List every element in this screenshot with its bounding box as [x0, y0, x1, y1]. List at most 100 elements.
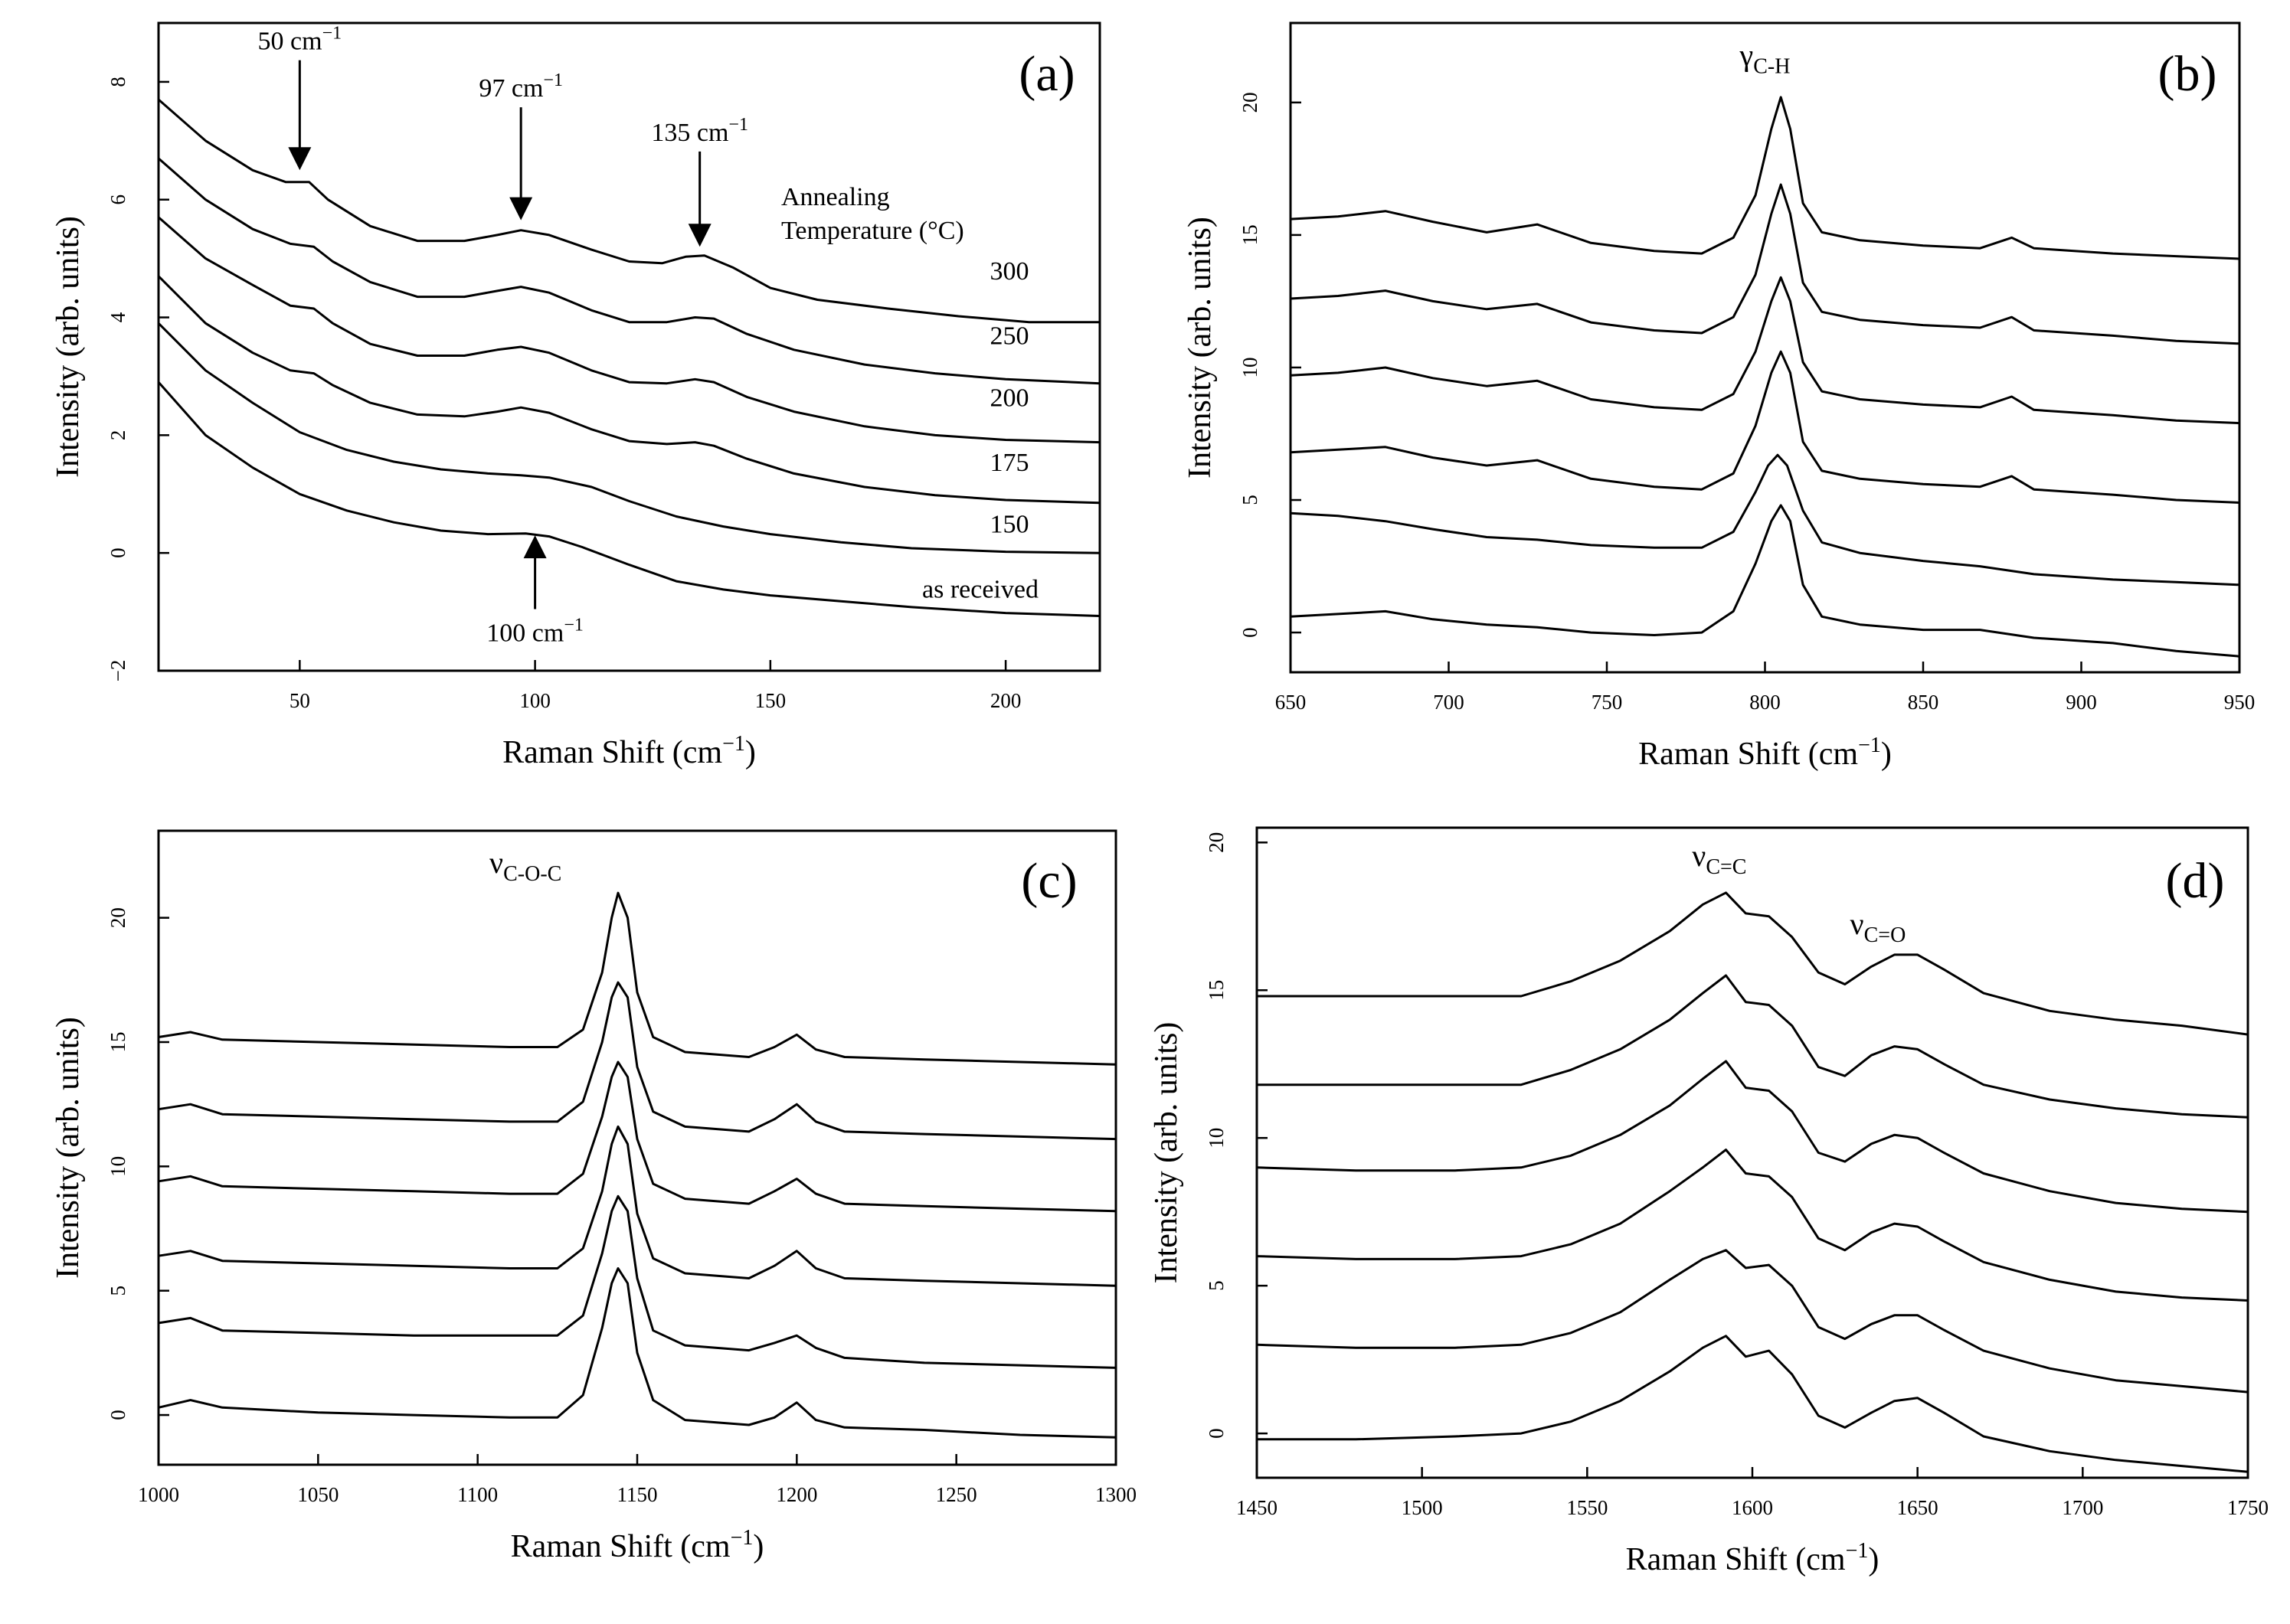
y-tick-label: 5 [1238, 495, 1261, 505]
series-line-2 [158, 981, 1117, 1141]
arrow-head [288, 147, 312, 171]
series-line-4 [1290, 350, 2240, 504]
series-line-3 [1256, 1060, 2249, 1214]
x-tick-label: 1650 [1897, 1496, 1938, 1519]
x-tick-label: 1300 [1095, 1483, 1137, 1506]
y-tick-label: 15 [106, 1032, 129, 1053]
legend-title: Annealing [781, 183, 890, 211]
y-tick-label: 10 [106, 1156, 129, 1177]
series-line-2 [158, 157, 1101, 385]
y-axis-title: Intensity (arb. units) [51, 216, 86, 478]
series-line-5 [1290, 453, 2240, 587]
x-tick-label: 150 [755, 689, 787, 712]
series-line-2 [1290, 183, 2240, 345]
series-line-6 [1257, 1335, 2249, 1473]
series-line-5 [157, 322, 1101, 554]
y-tick-label: 8 [106, 77, 129, 87]
series-line-1 [158, 98, 1100, 324]
series-line-6 [158, 1267, 1117, 1439]
x-tick-label: 1600 [1732, 1496, 1773, 1519]
y-axis-title: Intensity (arb. units) [1183, 217, 1218, 479]
x-tick-label: 750 [1592, 691, 1623, 714]
arrow-head [688, 224, 712, 247]
panel-b: 650 700 750 800 850 900 950 0 5 10 15 20 Raman Shift… [1183, 21, 2255, 772]
peak-annotation: 50 cm−1 [258, 24, 342, 171]
x-tick-label: 1100 [457, 1483, 498, 1506]
series-label: 200 [990, 384, 1029, 412]
peak-annotation: 135 cm−1 [651, 115, 748, 247]
series-label: as received [922, 575, 1039, 603]
peak-label: νC=C [1692, 838, 1746, 879]
series-label: 150 [990, 511, 1029, 539]
peak-label: νC-O-C [489, 845, 561, 886]
series-line-1 [158, 891, 1117, 1066]
panel-label: (c) [1021, 853, 1077, 909]
series-line-4 [1256, 1149, 2249, 1302]
x-tick-label: 1450 [1236, 1496, 1277, 1519]
x-axis-title: Raman Shift (cm−1) [511, 1526, 764, 1564]
plot-frame [157, 829, 1117, 1466]
y-tick-label: 5 [1205, 1280, 1228, 1291]
y-tick-label: 10 [1205, 1128, 1228, 1149]
y-axis-title: Intensity (arb. units) [51, 1017, 86, 1279]
y-tick-label: 0 [106, 547, 129, 558]
x-tick-label: 1700 [2062, 1496, 2103, 1519]
y-tick-label: 0 [1205, 1428, 1228, 1439]
series-line-5 [158, 1194, 1117, 1369]
x-tick-label: 900 [2066, 691, 2097, 714]
series-line-3 [158, 1060, 1117, 1213]
plot-frame [1255, 826, 2249, 1479]
series-line-3 [1290, 276, 2240, 425]
series-line-1 [1290, 96, 2240, 260]
peak-label: γC-H [1739, 38, 1791, 78]
series-line-6 [157, 381, 1101, 617]
series-label: 175 [990, 449, 1029, 477]
y-tick-label: 20 [1238, 92, 1261, 113]
y-tick-label: 6 [106, 194, 129, 205]
plot-frame [157, 21, 1101, 672]
series-line-1 [1257, 891, 2249, 1036]
x-tick-label: 650 [1275, 691, 1307, 714]
panel-label: (d) [2166, 853, 2225, 909]
peak-annotation: 100 cm−1 [486, 535, 584, 648]
x-tick-label: 1550 [1566, 1496, 1608, 1519]
series-line-3 [158, 216, 1101, 444]
x-tick-label: 1050 [297, 1483, 339, 1506]
panel-c: 1000 1050 1100 1150 1200 1250 1300 0 5 10 15 20 Rama… [51, 829, 1137, 1564]
x-tick-label: 1500 [1402, 1496, 1443, 1519]
x-tick-label: 700 [1433, 691, 1464, 714]
x-axis-title: Raman Shift (cm−1) [1626, 1539, 1879, 1577]
legend-title: Temperature (°C) [781, 217, 964, 245]
y-tick-label: 2 [106, 430, 129, 441]
panel-label: (b) [2158, 46, 2217, 102]
plot-frame [1289, 21, 2241, 674]
annotation-label: 100 cm−1 [486, 616, 584, 648]
arrow-head [509, 197, 533, 221]
annotation-label: 135 cm−1 [651, 115, 748, 147]
y-tick-label: 15 [1238, 224, 1261, 245]
y-tick-label: 15 [1205, 980, 1228, 1001]
x-tick-label: 50 [290, 689, 310, 712]
x-tick-label: 800 [1749, 691, 1781, 714]
series-line-6 [1290, 504, 2240, 658]
series-line-4 [158, 1125, 1117, 1287]
series-line-4 [157, 275, 1101, 505]
x-tick-label: 100 [519, 689, 551, 712]
y-axis-title: Intensity (arb. units) [1149, 1022, 1184, 1284]
panel-a: 50 100 150 200 −2 0 2 4 6 8 Raman Shift (cm−1) Inte… [51, 21, 1101, 770]
x-tick-label: 850 [1908, 691, 1939, 714]
x-tick-label: 1000 [138, 1483, 179, 1506]
series-line-2 [1257, 974, 2249, 1119]
y-tick-label: 0 [1238, 627, 1261, 638]
x-tick-label: 1750 [2227, 1496, 2269, 1519]
y-tick-label: 20 [1205, 832, 1228, 853]
peak-label: νC=O [1850, 907, 1906, 947]
arrow-head [523, 535, 547, 559]
y-tick-label: 5 [106, 1286, 129, 1296]
x-tick-label: 200 [990, 689, 1022, 712]
series-label: 300 [990, 257, 1029, 286]
y-tick-label: 4 [106, 312, 129, 322]
panel-d: 1450 1500 1550 1600 1650 1700 1750 0 5 10 15 20 Rama… [1149, 826, 2269, 1577]
x-tick-label: 1200 [776, 1483, 817, 1506]
